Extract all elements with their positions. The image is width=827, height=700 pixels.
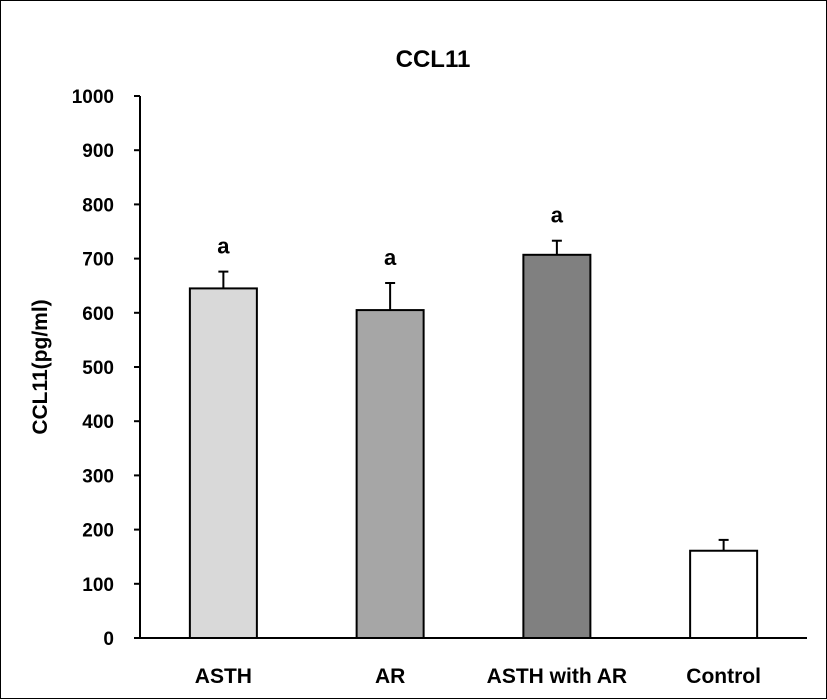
x-tick-label: Control: [686, 665, 761, 688]
bar: [522, 253, 592, 639]
y-tick-label: 1000: [72, 87, 114, 108]
y-tick-label: 900: [82, 141, 114, 162]
x-tick-label: AR: [375, 665, 405, 688]
y-tick-label: 300: [82, 466, 114, 487]
bar-series: a a a: [188, 203, 759, 639]
bar: [689, 549, 759, 639]
significance-label: a: [217, 234, 230, 259]
y-tick-label: 200: [82, 521, 114, 542]
y-axis-ticks: 0 100 200 300 400 500 600 700 800 900 1000: [72, 87, 140, 650]
bar: [188, 287, 258, 639]
significance-label: a: [551, 203, 564, 228]
x-tick-label: ASTH with AR: [487, 665, 627, 688]
y-tick-label: 800: [82, 195, 114, 216]
y-tick-label: 400: [82, 412, 114, 433]
significance-label: a: [384, 245, 397, 270]
bar: [355, 309, 425, 639]
y-tick-label: 0: [103, 629, 114, 650]
y-tick-label: 700: [82, 250, 114, 271]
chart-title: CCL11: [396, 46, 471, 73]
x-tick-label: ASTH: [195, 665, 252, 688]
y-tick-label: 500: [82, 358, 114, 379]
y-tick-label: 100: [82, 575, 114, 596]
x-axis-labels: ASTH AR ASTH with AR Control: [195, 665, 761, 688]
y-tick-label: 600: [82, 304, 114, 325]
y-axis-label: CCL11(pg/ml): [29, 299, 52, 434]
